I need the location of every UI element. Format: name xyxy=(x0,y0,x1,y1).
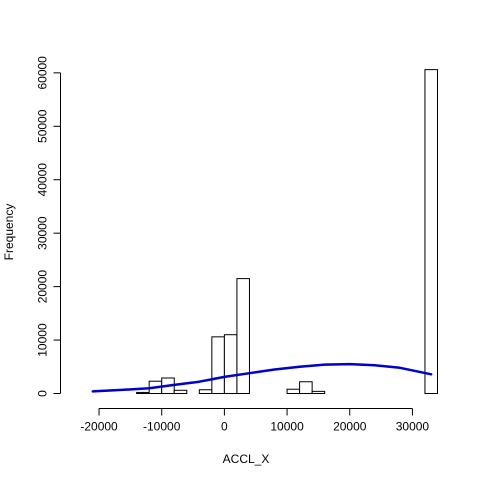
x-tick-label: 20000 xyxy=(333,420,367,434)
density-curve-layer xyxy=(91,362,433,393)
y-tick-label: 20000 xyxy=(36,270,50,304)
histogram-bar xyxy=(311,390,326,395)
x-tick-label: 0 xyxy=(221,420,228,434)
histogram-bar xyxy=(136,391,150,395)
y-tick-label: 30000 xyxy=(36,216,50,250)
histogram-bar xyxy=(211,336,225,395)
x-axis: -20000 -10000 0 10000 20000 30000 xyxy=(80,408,430,434)
histogram-bar xyxy=(424,69,439,395)
y-tick-label: 50000 xyxy=(36,109,50,143)
x-tick-label: 30000 xyxy=(396,420,430,434)
x-tick-label: -20000 xyxy=(80,420,118,434)
x-tick-label: -10000 xyxy=(143,420,181,434)
y-tick-label: 0 xyxy=(36,390,50,397)
y-axis: 0 10000 20000 30000 40000 50000 60000 xyxy=(36,56,61,397)
x-axis-label: ACCL_X xyxy=(223,452,270,466)
histogram-bars xyxy=(136,69,439,395)
x-tick-label: 10000 xyxy=(270,420,304,434)
histogram-bar xyxy=(286,388,301,394)
histogram-bar xyxy=(236,278,250,394)
histogram-bar xyxy=(173,389,188,395)
histogram-bar xyxy=(299,381,313,394)
y-tick-label: 10000 xyxy=(36,323,50,357)
y-axis-label: Frequency xyxy=(2,204,16,261)
y-tick-label: 40000 xyxy=(36,163,50,197)
histogram-bar xyxy=(223,334,238,394)
density-curve-line xyxy=(91,362,433,393)
histogram-bar xyxy=(198,389,213,394)
y-tick-label: 60000 xyxy=(36,56,50,90)
